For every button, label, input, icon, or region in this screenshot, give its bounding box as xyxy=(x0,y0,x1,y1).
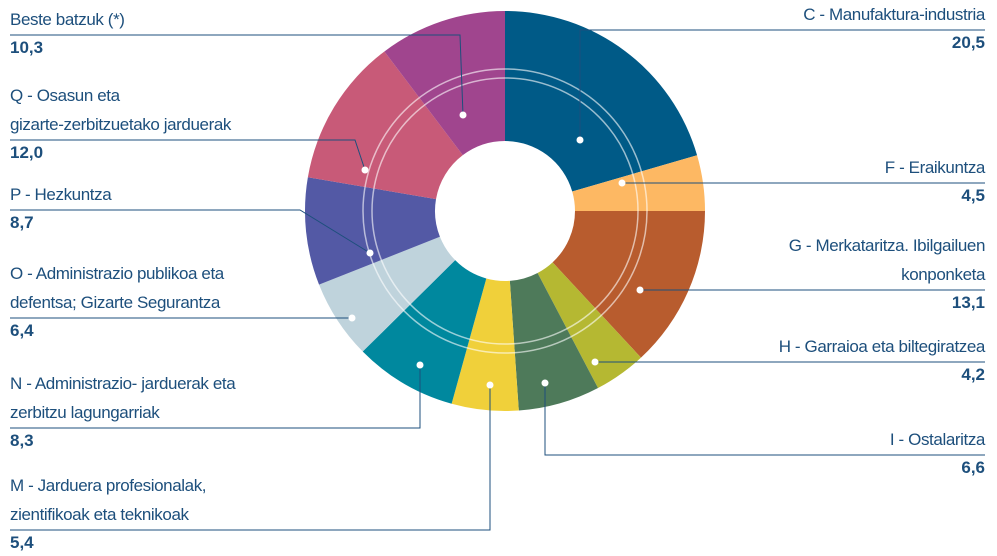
leader-line xyxy=(10,209,371,254)
slice xyxy=(505,11,698,192)
category-label: H - Garraioa eta biltegiratzea xyxy=(778,337,986,356)
category-label: M - Jarduera profesionalak, zientifikoak… xyxy=(10,476,207,524)
ring xyxy=(362,68,648,354)
category-label: G - Merkataritza. Ibilgailuen konponketa xyxy=(788,236,986,284)
value-label: 20,5 xyxy=(951,33,985,52)
value-label: 4,5 xyxy=(961,186,985,205)
category-label: F - Eraikuntza xyxy=(884,158,986,177)
leader-dot xyxy=(591,358,599,366)
leader-line xyxy=(10,34,464,116)
slice xyxy=(451,278,519,411)
leader-dot xyxy=(636,286,644,294)
slice xyxy=(552,211,705,358)
category-label: I - Ostalaritza xyxy=(889,430,985,449)
value-label: 5,4 xyxy=(10,533,34,552)
leader-line xyxy=(10,365,421,429)
value-label: 8,7 xyxy=(10,213,34,232)
leader-dot xyxy=(486,381,494,389)
leader-dot xyxy=(576,136,584,144)
ring xyxy=(371,77,639,345)
slice xyxy=(307,51,463,200)
leader-dot xyxy=(416,361,424,369)
slice xyxy=(362,260,487,404)
leader-dot xyxy=(366,249,374,257)
leader-dot xyxy=(618,179,626,187)
category-label: N - Administrazio- jarduerak eta zerbitz… xyxy=(10,374,236,422)
leader-dot xyxy=(541,379,549,387)
slice xyxy=(319,236,456,352)
value-label: 10,3 xyxy=(10,38,44,57)
leader-line xyxy=(10,385,491,531)
slice xyxy=(305,177,440,285)
category-label: P - Hezkuntza xyxy=(10,185,112,204)
slice xyxy=(509,272,599,411)
value-label: 12,0 xyxy=(10,143,44,162)
value-label: 6,6 xyxy=(961,458,985,477)
leader-line xyxy=(579,29,985,140)
value-label: 8,3 xyxy=(10,431,34,450)
leader-dot xyxy=(459,111,467,119)
value-label: 13,1 xyxy=(951,293,985,312)
leader-line xyxy=(10,139,366,171)
leader-line xyxy=(544,383,985,456)
leader-dot xyxy=(361,166,369,174)
leader-dot xyxy=(348,314,356,322)
category-label: Beste batzuk (*) xyxy=(10,10,125,29)
value-label: 6,4 xyxy=(10,321,34,340)
value-label: 4,2 xyxy=(961,365,985,384)
category-label: Q - Osasun eta gizarte-zerbitzuetako jar… xyxy=(10,86,231,134)
category-label: C - Manufaktura-industria xyxy=(803,5,985,24)
category-label: O - Administrazio publikoa eta defentsa;… xyxy=(10,264,224,312)
